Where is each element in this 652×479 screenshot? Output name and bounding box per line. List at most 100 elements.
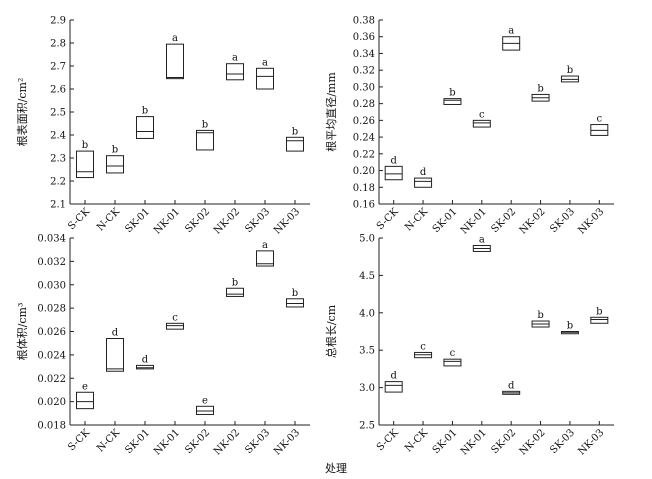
x-tick-label: N-CK [95, 206, 122, 233]
y-tick-label: 2.3 [50, 154, 66, 165]
data-box [136, 364, 154, 370]
y-tick-label: 3.0 [359, 383, 375, 394]
significance-label: b [537, 83, 543, 94]
data-box [414, 177, 433, 188]
y-tick-label: 2.5 [359, 421, 375, 432]
y-tick-label: 0.38 [353, 16, 375, 27]
data-box [136, 116, 154, 139]
data-box [443, 358, 462, 367]
x-tick-label: NK-02 [518, 206, 548, 236]
x-tick-label: SK-02 [183, 206, 212, 235]
y-tick-label: 0.18 [353, 183, 375, 194]
y-axis-label: 总根长/cm [324, 304, 338, 358]
data-box [472, 119, 491, 128]
y-tick-label: 3.5 [359, 346, 375, 357]
y-tick-label: 0.22 [353, 149, 375, 160]
y-tick-label: 0.030 [37, 280, 66, 291]
data-box [590, 316, 609, 324]
data-box [256, 67, 274, 90]
significance-label: d [142, 354, 149, 365]
x-axis-title: 处理 [325, 462, 347, 475]
x-tick-label: NK-03 [272, 206, 302, 236]
y-tick-label: 0.026 [37, 327, 66, 338]
significance-label: c [450, 348, 456, 359]
data-box [76, 150, 94, 179]
y-tick-label: 2.5 [50, 108, 66, 119]
y-tick-label: 0.16 [353, 200, 375, 211]
significance-label: d [390, 371, 397, 382]
y-tick-label: 0.020 [37, 397, 66, 408]
y-tick-label: 0.018 [37, 421, 66, 432]
significance-label: b [567, 321, 573, 332]
x-tick-label: N-CK [403, 206, 430, 233]
x-tick-label: SK-03 [243, 206, 272, 235]
x-tick-label: SK-03 [243, 427, 272, 456]
significance-label: a [262, 57, 268, 68]
significance-label: d [420, 167, 427, 178]
x-tick-label: NK-01 [152, 427, 182, 457]
significance-label: c [597, 114, 603, 125]
significance-label: e [202, 395, 208, 406]
significance-label: c [420, 341, 426, 352]
x-tick-label: N-CK [403, 427, 430, 454]
data-box [166, 322, 184, 330]
data-box [286, 136, 304, 152]
significance-label: e [82, 381, 88, 392]
x-tick-label: N-CK [95, 427, 122, 454]
significance-label: b [202, 119, 208, 130]
y-tick-label: 2.6 [50, 85, 66, 96]
x-tick-label: S-CK [66, 427, 92, 453]
x-tick-label: SK-01 [123, 427, 152, 456]
panel-root-surface-area: 2.1 2.2 2.3 2.4 2.5 2.6 2.7 2.8 2.9 S-CK N-CK SK-01… [15, 16, 310, 236]
significance-label: b [537, 310, 543, 321]
x-tick-label: NK-02 [518, 427, 548, 457]
y-tick-label: 0.034 [37, 234, 66, 245]
data-box [106, 155, 124, 174]
data-box [384, 165, 403, 181]
y-tick-label: 0.34 [353, 49, 375, 60]
y-tick-label: 0.36 [353, 32, 375, 43]
data-box [256, 250, 274, 267]
y-axis-label: 根表面积/cm² [15, 78, 29, 147]
x-tick-label: NK-03 [272, 427, 302, 457]
y-tick-label: 2.4 [50, 131, 66, 142]
y-tick-label: 2.8 [50, 39, 66, 50]
y-tick-label: 0.20 [353, 166, 375, 177]
y-tick-label: 0.022 [37, 374, 66, 385]
significance-label: b [596, 306, 602, 317]
y-tick-label: 4.5 [359, 271, 375, 282]
x-tick-label: NK-03 [576, 206, 606, 236]
y-tick-label: 0.024 [37, 350, 66, 361]
x-tick-label: SK-02 [183, 427, 212, 456]
x-tick-label: NK-01 [459, 206, 489, 236]
x-tick-label: SK-02 [490, 427, 519, 456]
x-tick-label: S-CK [375, 427, 401, 453]
panel-root-avg-diameter: 0.16 0.18 0.20 0.22 0.24 0.26 0.28 0.30 0.32 0.34… [324, 16, 614, 236]
y-tick-label: 2.7 [50, 62, 66, 73]
x-tick-label: SK-03 [548, 206, 577, 235]
significance-label: b [449, 88, 455, 99]
significance-label: c [479, 109, 485, 120]
data-box [226, 63, 244, 81]
data-box [106, 338, 124, 372]
x-tick-label: SK-01 [123, 206, 152, 235]
significance-label: b [567, 65, 573, 76]
significance-label: a [508, 26, 514, 37]
data-box [196, 405, 214, 415]
significance-label: b [112, 145, 118, 156]
significance-label: a [172, 33, 178, 44]
y-tick-label: 0.30 [353, 82, 375, 93]
x-tick-label: NK-01 [459, 427, 489, 457]
data-box [226, 287, 244, 297]
y-tick-label: 0.032 [37, 257, 66, 268]
x-tick-label: S-CK [66, 206, 92, 232]
y-axis-label: 根体积/cm³ [15, 303, 29, 361]
y-tick-label: 2.9 [50, 16, 66, 27]
panel-root-volume: 0.018 0.020 0.022 0.024 0.026 0.028 0.030 0.032… [15, 234, 310, 457]
significance-label: d [390, 155, 397, 166]
significance-label: d [508, 380, 515, 391]
significance-label: b [232, 277, 238, 288]
x-tick-label: S-CK [375, 206, 401, 232]
panel-total-root-length: 2.53.03.54.04.55.0S-CK N-CK SK-01 NK-01 SK-0… [324, 234, 614, 457]
